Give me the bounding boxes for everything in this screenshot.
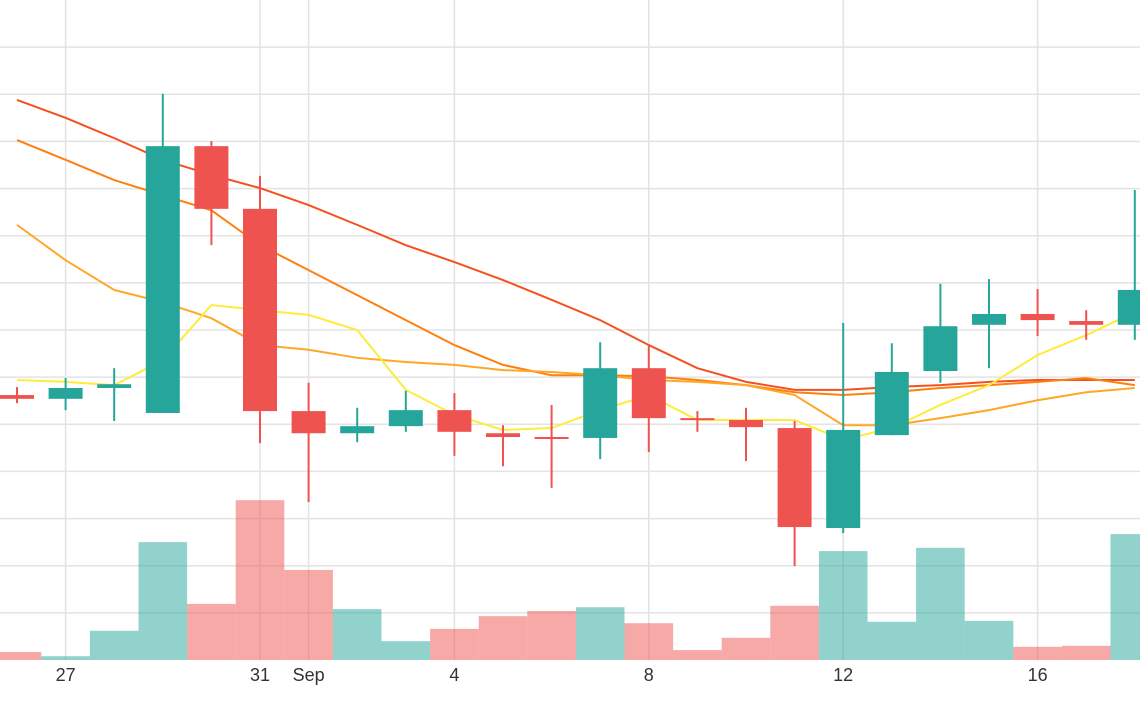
candle [631,344,666,453]
candle [680,411,715,432]
candle [97,368,132,421]
volume-bar [41,656,90,660]
candle [923,283,958,383]
volume-bar [0,651,42,660]
candle [0,387,34,404]
candle-body [243,208,277,412]
x-tick-label: 12 [833,665,853,685]
candle-body [729,420,763,428]
candle-body [291,411,326,434]
candle [291,382,326,503]
volume-bar [770,605,819,660]
candle [486,425,520,467]
candle [388,390,423,432]
volume-bar [867,621,917,660]
candle-body [1020,313,1055,321]
candle [1020,288,1055,337]
ma-line [16,303,1136,441]
volume-bar [138,542,188,660]
candle [1069,310,1104,340]
volume-bar [1110,534,1140,660]
candle [777,420,812,567]
candle-body [777,428,812,528]
candle [340,407,375,443]
candle-body [437,410,472,432]
candle-body [388,410,423,427]
x-tick-label: 8 [644,665,654,685]
candle-body [194,146,229,209]
candle-body [972,313,1006,325]
candle-body [631,368,666,419]
candle-body [583,368,618,438]
volume-bar [818,551,868,660]
volume-bar [478,616,528,660]
candle-body [0,395,34,399]
candle [826,322,861,534]
x-tick-label: 27 [56,665,76,685]
candle-body [680,418,715,421]
volume-bar [1013,646,1062,660]
candle-body [534,437,569,440]
volume-bar [916,547,965,660]
ma-line [16,139,1135,397]
candle-body [1069,321,1104,325]
candle-body [48,387,83,399]
x-tick-label: 31 [250,665,270,685]
volume-bar [673,650,722,660]
candle-body [97,384,132,388]
volume-bar [624,623,674,660]
candle [874,343,909,436]
candle-body [923,326,958,372]
volume-bar [89,630,139,660]
candle [583,342,618,460]
volume-bar [721,637,771,660]
volume-bar [235,500,285,660]
volume-bar [575,607,625,660]
volume-bar [1061,645,1111,660]
ma-line [16,224,1135,427]
candle-body [145,146,180,413]
volume-bar [527,610,576,660]
candle [1117,189,1140,340]
volume-bar [964,620,1014,660]
volume-bar [332,609,382,660]
x-tick-label: Sep [293,665,325,685]
candle [194,140,229,246]
volume-bar [284,569,333,660]
candle [729,407,763,462]
candle-body [874,371,909,436]
candle [972,279,1006,369]
candle-body [486,433,520,438]
candle [534,404,569,488]
candle [145,93,180,413]
x-tick-label: 4 [449,665,459,685]
candle [48,378,83,411]
candle-body [1117,289,1140,325]
candle [437,393,472,456]
candle-body [340,426,375,434]
volume-bar [430,628,479,660]
ma-line [16,99,1135,391]
volume-bar [187,603,236,660]
candle [243,175,277,444]
x-tick-label: 16 [1028,665,1048,685]
volume-bar [381,641,431,660]
candle-body [826,429,861,528]
